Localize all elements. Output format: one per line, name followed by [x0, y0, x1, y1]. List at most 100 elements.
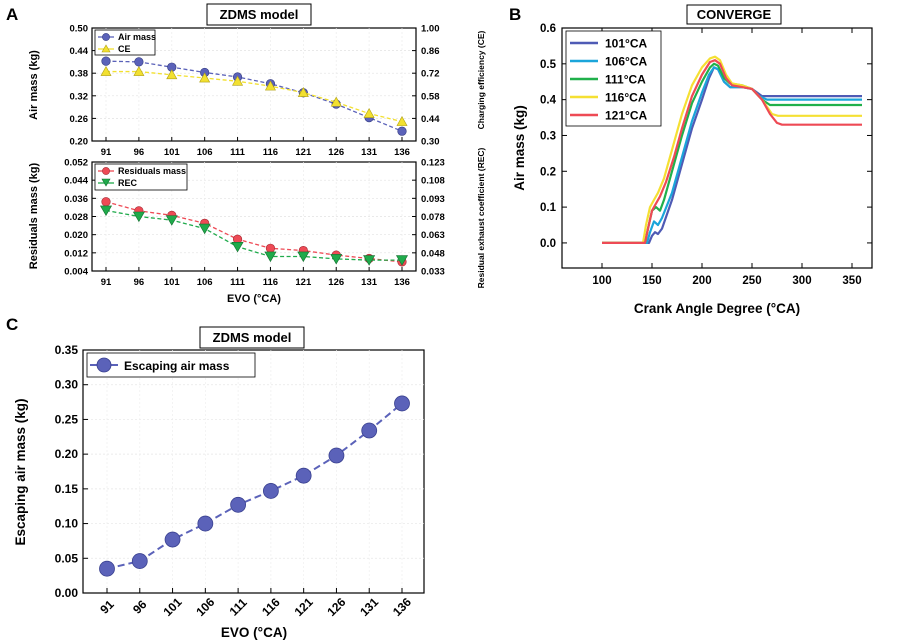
y-tick-label: 0.44 — [70, 46, 89, 57]
panel-letter-a: A — [6, 5, 18, 24]
chart-a-bottom: 0.004 0.012 0.020 0.028 0.036 0.044 0.052 0.033… — [28, 147, 486, 305]
series-line-residuals-mass — [105, 201, 403, 263]
data-point — [328, 447, 345, 464]
series-line-121ca — [602, 59, 862, 244]
y-tick-label: 0.0 — [540, 238, 556, 250]
data-point — [165, 215, 178, 226]
series-line-rec — [105, 209, 402, 261]
legend-ce: CE — [118, 44, 131, 54]
x-tick-label: 106 — [197, 277, 213, 288]
chart-b-legend: 101°CA 106°CA 111°CA 116°CA 121°CA — [565, 30, 662, 127]
y-tick-label: 0.20 — [70, 137, 89, 148]
x-tick-label: 150 — [642, 275, 661, 287]
data-point — [134, 57, 144, 67]
data-point — [297, 251, 310, 263]
chart-a-top-y2label: Charging efficiency (CE) — [476, 30, 486, 129]
data-point — [264, 80, 276, 91]
data-point — [199, 72, 211, 83]
data-point — [297, 86, 309, 97]
legend-label: 106°CA — [605, 55, 647, 69]
legend-label: 121°CA — [605, 109, 647, 123]
chart-c-title-box: ZDMS model — [199, 326, 305, 349]
y-tick-label: 0.028 — [64, 212, 88, 223]
chart-b: 100 150 200 250 300 3500.00.10.20.30.40.50.6 … — [512, 23, 873, 316]
chart-b-title: CONVERGE — [697, 7, 772, 22]
legend-label: 116°CA — [605, 91, 647, 105]
data-point — [396, 116, 408, 126]
series-line-escaping-air-mass — [106, 402, 403, 570]
y2-tick-label: 0.048 — [421, 248, 445, 259]
y-tick-label: 0.00 — [55, 586, 79, 600]
data-point — [395, 255, 409, 266]
data-point — [231, 241, 244, 253]
y-tick-label: 0.036 — [64, 194, 88, 205]
chart-a-top: 0.20 0.26 0.32 0.38 0.44 0.50 0.30 0.44 0.58 0.72… — [28, 24, 486, 159]
chart-a-bottom-legend: Residuals mass REC — [94, 163, 188, 191]
data-point — [99, 560, 115, 577]
chart-a-bottom-ylabel: Residuals mass (kg) — [28, 162, 40, 269]
data-point — [264, 251, 277, 263]
data-point — [394, 395, 410, 412]
x-tick-label: 96 — [130, 597, 150, 617]
x-tick-label: 250 — [742, 275, 761, 287]
y-tick-label: 0.1 — [540, 202, 557, 214]
y-tick-label: 0.25 — [55, 412, 79, 426]
y-tick-label: 0.2 — [540, 166, 556, 178]
x-tick-label: 96 — [134, 147, 145, 158]
chart-a-bottom-y2label: Residual exhaust coefficient (REC) — [476, 147, 486, 288]
y2-tick-label: 0.123 — [421, 158, 445, 169]
y-tick-label: 0.38 — [70, 69, 89, 80]
x-tick-label: 111 — [230, 147, 246, 158]
x-tick-label: 111 — [230, 277, 246, 288]
x-tick-label: 101 — [161, 595, 185, 619]
data-point — [397, 126, 407, 136]
legend-residuals-mass: Residuals mass — [118, 166, 186, 176]
data-point — [166, 69, 178, 80]
chart-c-ylabel: Escaping air mass (kg) — [13, 398, 28, 545]
x-tick-label: 131 — [357, 595, 381, 619]
y-tick-label: 0.020 — [64, 230, 88, 241]
data-point — [230, 496, 247, 513]
chart-c-title: ZDMS model — [213, 330, 292, 345]
y2-tick-label: 0.44 — [421, 114, 440, 125]
y-tick-label: 0.20 — [55, 447, 79, 461]
y2-tick-label: 0.30 — [421, 137, 440, 148]
x-tick-label: 116 — [263, 147, 278, 158]
x-tick-label: 131 — [361, 277, 378, 288]
y-tick-label: 0.32 — [70, 91, 89, 102]
data-point — [99, 205, 113, 217]
y-tick-label: 0.044 — [64, 176, 88, 187]
legend-label: 111°CA — [605, 73, 646, 87]
chart-a-title: ZDMS model — [220, 7, 299, 22]
x-tick-label: 91 — [97, 597, 117, 617]
data-point — [232, 75, 244, 86]
y-tick-label: 0.012 — [64, 248, 88, 259]
data-point — [330, 96, 342, 107]
x-tick-label: 101 — [164, 277, 181, 288]
y2-tick-label: 0.093 — [421, 194, 445, 205]
y-tick-label: 0.10 — [55, 517, 79, 531]
data-point — [197, 515, 214, 532]
x-tick-label: 101 — [164, 147, 181, 158]
chart-b-xlabel: Crank Angle Degree (°CA) — [634, 301, 800, 316]
y-tick-label: 0.6 — [540, 23, 556, 35]
y2-tick-label: 0.033 — [421, 267, 445, 278]
legend-escaping-air-mass: Escaping air mass — [124, 359, 230, 373]
x-tick-label: 131 — [361, 147, 378, 158]
x-tick-label: 126 — [328, 147, 344, 158]
x-tick-label: 111 — [227, 595, 250, 618]
chart-c: 0.00 0.05 0.10 0.15 0.20 0.25 0.30 0.35 91 96 101 1… — [13, 343, 425, 640]
x-tick-label: 106 — [197, 147, 213, 158]
series-line-air-mass — [105, 60, 403, 132]
y2-tick-label: 1.00 — [421, 24, 440, 35]
y-tick-label: 0.5 — [540, 59, 557, 71]
y-tick-label: 0.004 — [64, 267, 88, 278]
y-tick-label: 0.4 — [540, 95, 557, 107]
y-tick-label: 0.052 — [64, 158, 88, 169]
data-point — [295, 467, 312, 484]
chart-c-legend: Escaping air mass — [86, 352, 256, 378]
data-point — [133, 65, 145, 76]
y2-tick-label: 0.58 — [421, 91, 440, 102]
x-tick-label: 136 — [390, 595, 414, 619]
x-tick-label: 116 — [263, 277, 278, 288]
